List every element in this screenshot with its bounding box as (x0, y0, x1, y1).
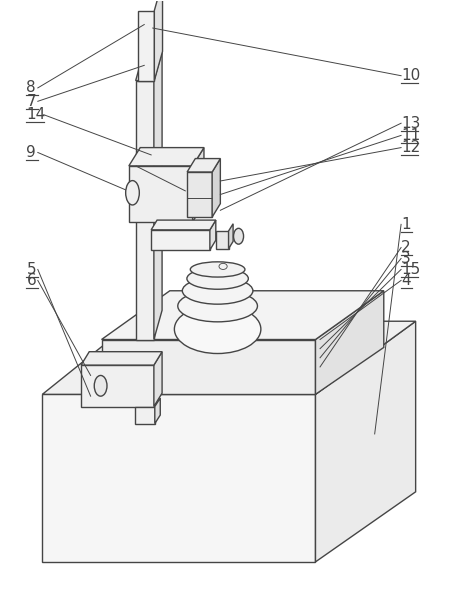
Text: 8: 8 (27, 80, 36, 95)
Polygon shape (316, 321, 416, 562)
Ellipse shape (178, 290, 257, 322)
Polygon shape (136, 81, 154, 340)
Polygon shape (102, 340, 316, 394)
Polygon shape (229, 224, 233, 248)
Polygon shape (42, 394, 316, 562)
Ellipse shape (94, 375, 107, 396)
Polygon shape (192, 147, 204, 222)
Polygon shape (136, 51, 162, 81)
Polygon shape (210, 220, 216, 250)
Text: 10: 10 (401, 68, 420, 83)
Text: 5: 5 (27, 262, 36, 277)
Text: 1: 1 (401, 217, 411, 232)
Text: 9: 9 (27, 145, 36, 160)
Polygon shape (81, 365, 154, 406)
Polygon shape (42, 321, 416, 394)
Polygon shape (155, 398, 160, 424)
Polygon shape (129, 147, 204, 166)
Ellipse shape (174, 305, 261, 354)
Polygon shape (102, 291, 384, 340)
Polygon shape (187, 172, 212, 217)
Polygon shape (154, 352, 162, 406)
Ellipse shape (191, 262, 245, 277)
Polygon shape (137, 10, 154, 81)
Polygon shape (81, 352, 162, 365)
Text: 11: 11 (401, 128, 420, 143)
Polygon shape (151, 220, 216, 230)
Ellipse shape (125, 181, 139, 205)
Polygon shape (212, 159, 220, 217)
Ellipse shape (182, 277, 253, 304)
Text: 14: 14 (27, 107, 46, 122)
Polygon shape (154, 51, 162, 340)
Text: 12: 12 (401, 140, 420, 155)
Polygon shape (129, 166, 192, 222)
Polygon shape (151, 230, 210, 250)
Text: 13: 13 (401, 116, 420, 131)
Ellipse shape (187, 268, 248, 289)
Text: 7: 7 (27, 94, 36, 109)
Text: 2: 2 (401, 240, 411, 255)
Text: 4: 4 (401, 273, 411, 288)
Polygon shape (135, 406, 155, 424)
Polygon shape (216, 231, 229, 248)
Polygon shape (187, 159, 220, 172)
Text: 3: 3 (401, 251, 411, 266)
Polygon shape (316, 291, 384, 394)
Text: 15: 15 (401, 262, 420, 277)
Text: 6: 6 (27, 273, 36, 288)
Ellipse shape (234, 228, 244, 244)
Polygon shape (154, 0, 163, 81)
